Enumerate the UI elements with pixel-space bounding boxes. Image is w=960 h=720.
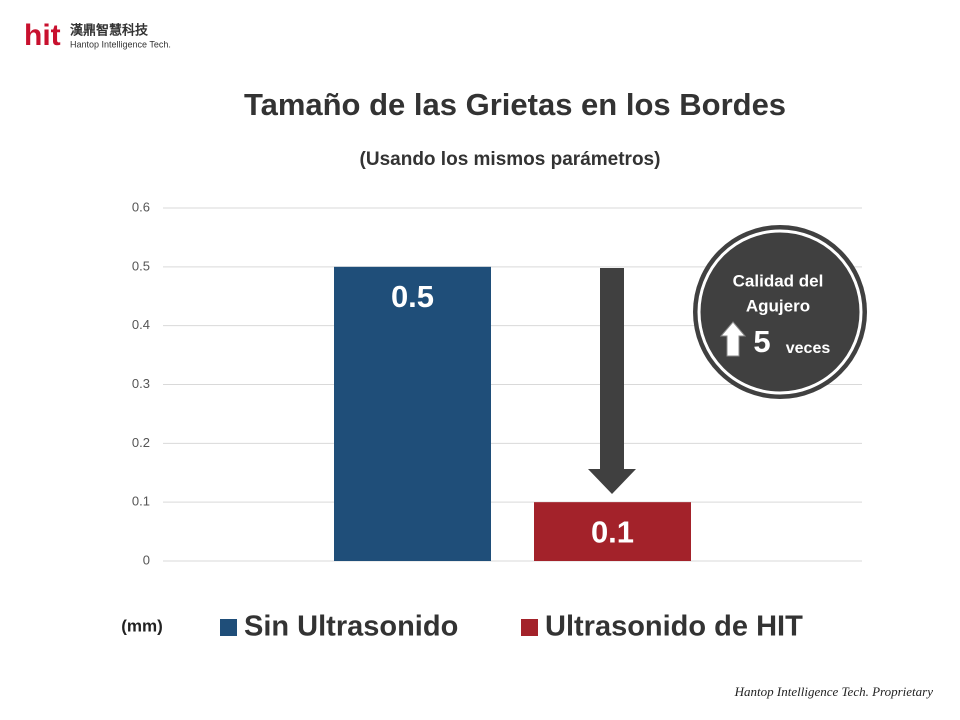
y-tick-label: 0 — [143, 552, 150, 567]
legend-label: Sin Ultrasonido — [244, 611, 458, 643]
y-tick-label: 0.1 — [132, 494, 150, 509]
annotation-text: Agujero — [746, 296, 810, 315]
chart-subtitle: (Usando los mismos parámetros) — [360, 149, 661, 170]
annotation-text: Calidad del — [733, 271, 824, 290]
annotation-value: 5 — [753, 324, 770, 359]
y-tick-label: 0.2 — [132, 435, 150, 450]
footer: Hantop Intelligence Tech. Proprietary — [734, 684, 934, 699]
logo-brand: hit — [24, 19, 61, 52]
y-tick-label: 0.4 — [132, 317, 150, 332]
y-axis-label: (mm) — [121, 616, 163, 635]
legend-swatch — [220, 619, 237, 636]
chart-title: Tamaño de las Grietas en los Bordes — [244, 87, 786, 122]
annotation-unit: veces — [786, 340, 831, 357]
data-label: 0.1 — [591, 514, 634, 549]
logo-name-en: Hantop Intelligence Tech. — [70, 39, 171, 49]
data-label: 0.5 — [391, 279, 434, 314]
decrease-arrow — [588, 268, 636, 494]
y-tick-label: 0.5 — [132, 258, 150, 273]
up-arrow-icon — [719, 321, 747, 357]
y-tick-label: 0.3 — [132, 376, 150, 391]
plot-area: 0 0.1 0.2 0.3 0.4 0.5 0.6 0.5 0.1 — [132, 199, 862, 567]
y-tick-label: 0.6 — [132, 199, 150, 214]
bar — [334, 266, 491, 561]
legend-label: Ultrasonido de HIT — [545, 611, 803, 643]
legend-swatch — [521, 619, 538, 636]
annotation-ring — [697, 229, 863, 395]
logo-name-zh: 漢鼎智慧科技 — [70, 22, 149, 37]
bar — [534, 502, 691, 561]
